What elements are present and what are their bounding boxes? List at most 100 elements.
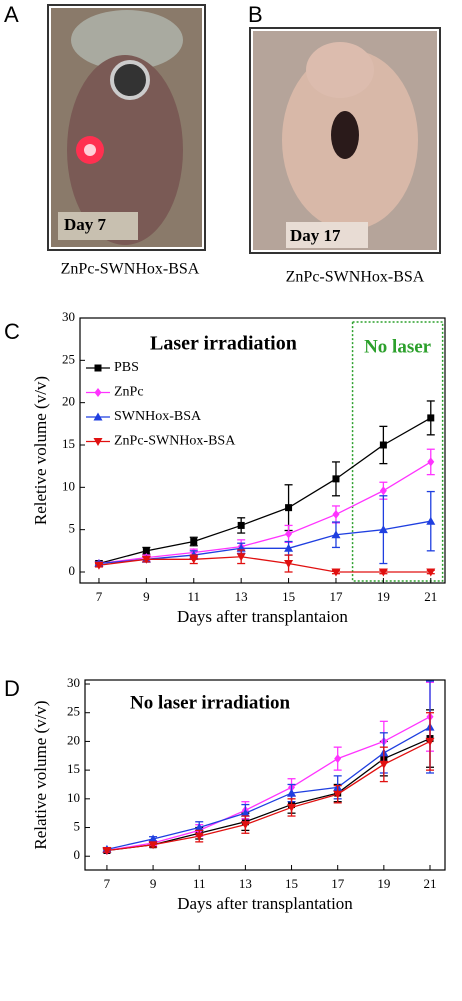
marker xyxy=(190,538,198,546)
x-tick-label: 13 xyxy=(239,876,252,891)
marker xyxy=(331,568,341,577)
marker xyxy=(425,737,435,746)
y-tick-label: 20 xyxy=(62,394,75,409)
legend-label: ZnPc xyxy=(114,385,144,400)
x-tick-label: 15 xyxy=(285,876,298,891)
y-tick-label: 10 xyxy=(67,790,80,805)
legend-label: SWNHox-BSA xyxy=(114,409,202,424)
panel-label: D xyxy=(4,676,20,701)
marker xyxy=(287,803,297,812)
marker xyxy=(379,441,387,449)
y-tick-label: 30 xyxy=(67,675,80,690)
photo-a xyxy=(47,4,206,251)
marker xyxy=(236,553,246,562)
y-tick-label: 30 xyxy=(62,309,75,324)
marker xyxy=(285,529,293,539)
marker xyxy=(237,521,245,529)
y-tick-label: 10 xyxy=(62,478,75,493)
x-tick-label: 21 xyxy=(424,876,437,891)
marker xyxy=(93,412,103,421)
marker xyxy=(94,364,102,372)
y-tick-label: 20 xyxy=(67,732,80,747)
y-tick-label: 5 xyxy=(74,819,81,834)
marker xyxy=(378,568,388,577)
marker xyxy=(148,841,158,850)
plot-frame xyxy=(84,679,446,871)
panel-label: C xyxy=(4,319,20,344)
x-tick-label: 11 xyxy=(188,589,201,604)
series-line xyxy=(106,716,431,852)
marker xyxy=(334,754,342,764)
marker xyxy=(378,525,388,534)
marker xyxy=(189,555,199,564)
x-tick-label: 7 xyxy=(96,589,103,604)
photo-caption: ZnPc-SWNHox-BSA xyxy=(286,269,425,286)
y-axis-title: Relative volume (v/v) xyxy=(31,700,50,849)
x-tick-label: 17 xyxy=(331,876,345,891)
y-tick-label: 0 xyxy=(74,847,81,862)
marker xyxy=(141,555,151,564)
y-tick-label: 25 xyxy=(62,351,75,366)
y-tick-label: 25 xyxy=(67,704,80,719)
marker xyxy=(331,530,341,539)
x-tick-label: 9 xyxy=(143,589,150,604)
marker xyxy=(379,760,389,769)
x-tick-label: 19 xyxy=(377,876,390,891)
photo-caption: ZnPc-SWNHox-BSA xyxy=(61,261,200,278)
marker xyxy=(379,486,387,496)
panel-label: A xyxy=(4,2,19,27)
y-tick-label: 15 xyxy=(62,436,75,451)
panel-label: B xyxy=(248,2,263,27)
marker xyxy=(94,561,104,570)
marker xyxy=(102,846,112,855)
marker xyxy=(240,821,250,830)
y-tick-label: 0 xyxy=(69,563,76,578)
region xyxy=(351,321,444,582)
x-tick-label: 15 xyxy=(282,589,295,604)
photo-b xyxy=(249,27,441,254)
series-line xyxy=(106,726,431,850)
x-tick-label: 9 xyxy=(150,876,157,891)
x-tick-label: 11 xyxy=(193,876,206,891)
y-axis-title: Reletive volume (v/v) xyxy=(31,376,50,525)
photo-day: Day 7 xyxy=(64,215,107,234)
x-tick-label: 17 xyxy=(329,589,343,604)
marker xyxy=(427,414,435,422)
marker xyxy=(240,808,250,817)
marker xyxy=(332,475,340,483)
photo-day: Day 17 xyxy=(290,226,341,245)
series-line xyxy=(106,740,431,852)
series-line xyxy=(98,417,432,565)
series-line xyxy=(98,556,431,573)
marker xyxy=(142,547,150,555)
x-tick-label: 13 xyxy=(235,589,248,604)
marker xyxy=(333,790,343,799)
marker xyxy=(194,823,204,832)
annotation: No laser irradiation xyxy=(130,692,291,713)
annotation: Laser irradiation xyxy=(150,333,297,355)
y-tick-label: 5 xyxy=(69,521,76,536)
x-tick-label: 19 xyxy=(377,589,390,604)
marker xyxy=(93,438,103,446)
marker xyxy=(194,832,204,841)
marker xyxy=(284,543,294,552)
x-tick-label: 7 xyxy=(104,876,111,891)
series-line xyxy=(98,520,431,565)
marker xyxy=(148,834,158,843)
marker xyxy=(332,509,340,519)
legend-label: PBS xyxy=(114,360,139,375)
legend-label: ZnPc-SWNHox-BSA xyxy=(114,434,236,449)
region-label: No laser xyxy=(364,336,432,357)
marker xyxy=(284,560,294,569)
x-tick-label: 21 xyxy=(424,589,437,604)
marker xyxy=(94,388,102,397)
series-line xyxy=(98,461,432,565)
marker xyxy=(285,504,293,512)
marker xyxy=(426,516,436,525)
marker xyxy=(426,568,436,577)
plot-frame xyxy=(79,317,446,584)
y-tick-label: 15 xyxy=(67,761,80,776)
x-axis-title: Days after transplantaion xyxy=(177,607,348,626)
